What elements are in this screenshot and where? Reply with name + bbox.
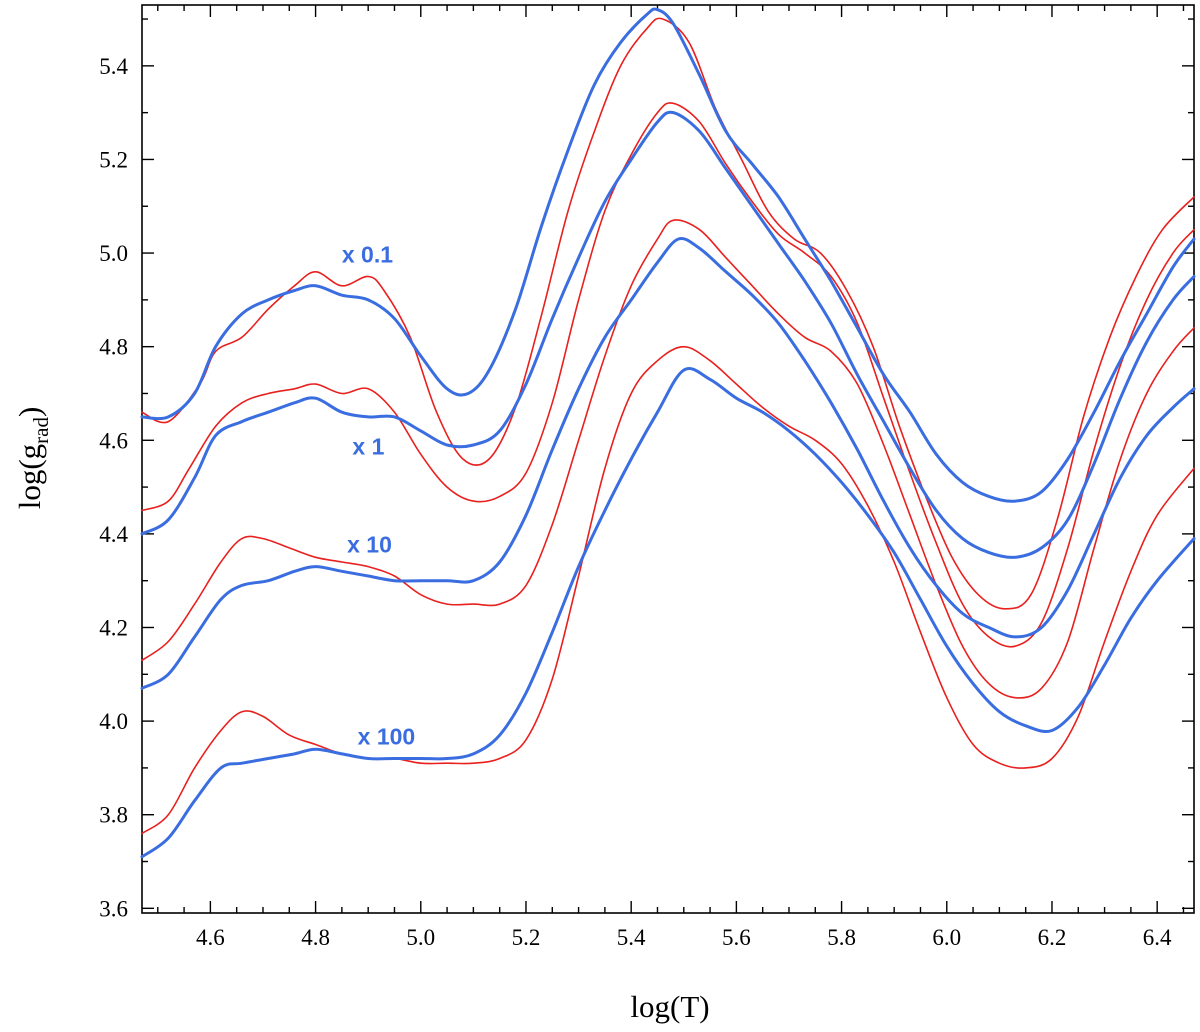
- axis-ticks: 4.6 4.8 5.0 5.2 5.4 5.6 5.8 6.0 6.2 6.4 3.6 3.8 4.0 4…: [99, 5, 1194, 950]
- y-tick-label: 5.2: [99, 147, 128, 172]
- x-tick-label: 5.6: [722, 925, 751, 950]
- annotation-layer: x 0.1 x 1 x 10 x 100: [342, 241, 415, 749]
- x-axis-title: log(T): [630, 989, 709, 1024]
- y-tick-label: 4.8: [99, 335, 128, 360]
- series-layer: [140, 7, 1196, 859]
- blue-series-line-3: [140, 237, 1196, 690]
- blue-series-line-2: [140, 110, 1196, 559]
- series-annotation: x 10: [347, 532, 392, 558]
- x-tick-label: 5.8: [827, 925, 856, 950]
- plot-area-border: [141, 4, 1195, 914]
- x-tick-label: 6.2: [1038, 925, 1067, 950]
- red-series-line-1: [141, 17, 1195, 610]
- x-tick-label: 5.2: [512, 925, 541, 950]
- blue-series-line-4: [140, 367, 1196, 859]
- x-tick-label: 6.0: [932, 925, 961, 950]
- red-series-line-4: [141, 345, 1195, 835]
- y-tick-label: 5.0: [99, 241, 128, 266]
- series-annotation: x 0.1: [342, 241, 393, 267]
- x-tick-label: 6.4: [1143, 925, 1172, 950]
- series-annotation: x 100: [358, 724, 416, 750]
- series-annotation: x 1: [352, 433, 384, 459]
- y-tick-label: 3.8: [99, 803, 128, 828]
- y-tick-label: 4.6: [99, 428, 128, 453]
- y-tick-label: 5.4: [99, 54, 128, 79]
- x-tick-label: 5.0: [406, 925, 435, 950]
- y-tick-label: 4.0: [99, 709, 128, 734]
- red-series-line-3: [141, 219, 1195, 699]
- x-tick-label: 4.6: [196, 925, 225, 950]
- red-series-line-2: [141, 102, 1195, 648]
- x-tick-label: 5.4: [617, 925, 646, 950]
- y-tick-label: 3.6: [99, 896, 128, 921]
- x-tick-label: 4.8: [301, 925, 330, 950]
- y-tick-label: 4.2: [99, 615, 128, 640]
- y-tick-label: 4.4: [99, 522, 128, 547]
- y-axis-title-main: log(g: [12, 444, 47, 509]
- blue-series-line-1: [140, 7, 1196, 503]
- plot-frame: [141, 4, 1195, 914]
- y-axis-title-sub: rad: [29, 417, 53, 444]
- y-axis-title-close: ): [12, 407, 47, 417]
- y-axis-title: log(grad): [12, 407, 53, 510]
